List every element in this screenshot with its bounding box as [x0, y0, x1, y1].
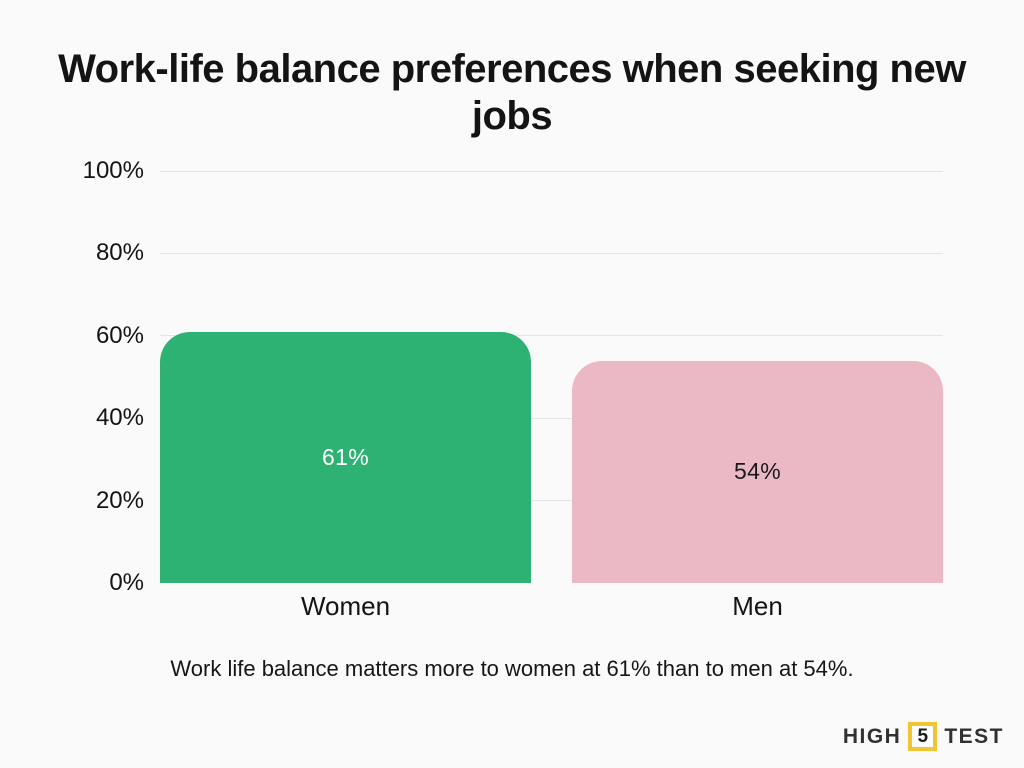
ytick-label-60%: 60% — [95, 321, 144, 349]
chart-title-line2: jobs — [471, 94, 553, 138]
ytick-label-0%: 0% — [109, 569, 144, 596]
high5test-logo: HIGH 5 TEST — [843, 722, 1004, 751]
bar-value-label-men: 54% — [734, 458, 781, 485]
logo-five-box-icon: 5 — [908, 722, 938, 751]
xaxis-label-men: Men — [732, 591, 783, 621]
chart-caption: Work life balance matters more to women … — [170, 656, 854, 681]
bar-men: 54% — [572, 360, 943, 583]
gridline-40% — [160, 417, 943, 419]
gridline-80% — [160, 252, 943, 254]
chart-title: Work-life balance preferences when seeki… — [0, 46, 1024, 140]
logo-text-high: HIGH — [842, 724, 902, 748]
gridline-60% — [160, 335, 943, 337]
gridline-20% — [160, 500, 943, 502]
ytick-label-80%: 80% — [95, 239, 144, 267]
xaxis-label-women: Women — [300, 591, 391, 621]
logo-text-test: TEST — [944, 724, 1004, 748]
bar-value-label-women: 61% — [322, 443, 369, 470]
ytick-label-20%: 20% — [95, 486, 144, 514]
ytick-label-100%: 100% — [82, 157, 144, 184]
gridline-100% — [160, 170, 943, 172]
bar-women: 61% — [160, 331, 531, 583]
chart-title-line1: Work-life balance preferences when seeki… — [58, 47, 966, 91]
ytick-label-40%: 40% — [95, 404, 144, 432]
